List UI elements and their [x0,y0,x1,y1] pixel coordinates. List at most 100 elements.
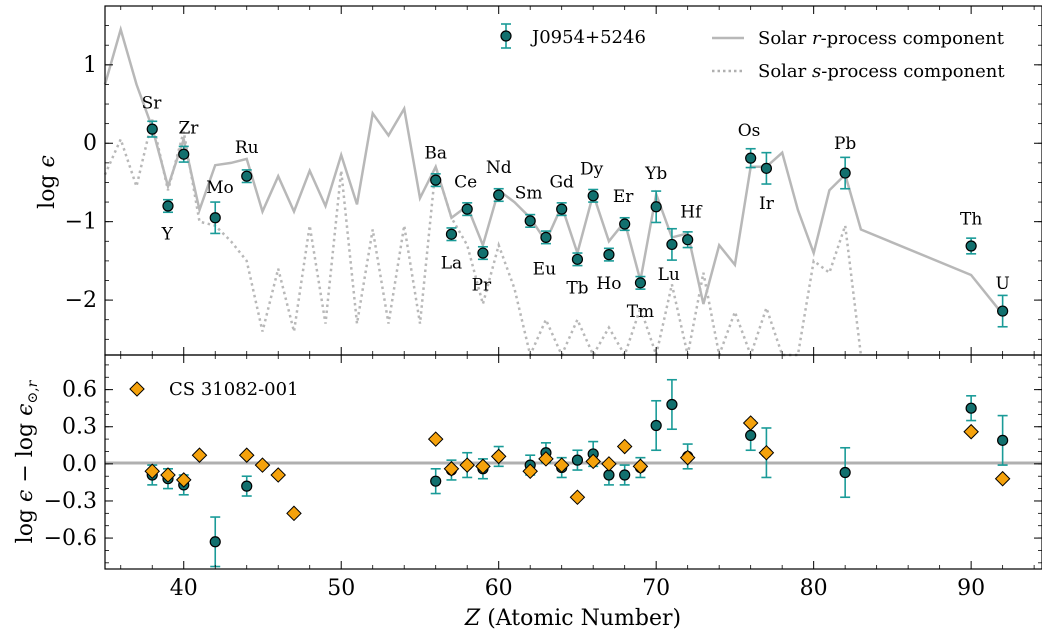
element-label-Lu: Lu [658,265,680,285]
cs31082-marker-z90 [963,423,979,440]
cs31082-marker-z67 [601,456,617,472]
residual-point-z71 [666,398,678,411]
legend-cs-marker [129,381,145,397]
element-label-Ru: Ru [235,138,259,158]
point-Yb [650,201,662,213]
point-Eu [540,231,552,243]
point-Gd [556,203,568,215]
bottom-ytick-label: −0.3 [44,489,97,514]
point-Hf [682,234,694,246]
point-Pb [839,167,851,179]
point-Sm [524,215,536,227]
residual-point-z92 [997,434,1009,446]
element-label-Ho: Ho [596,274,621,294]
cs31082-marker-z92 [994,470,1011,487]
cs31082-marker-z72 [679,449,696,466]
residual-point-z68 [619,469,631,481]
cs31082-marker-z40 [175,472,192,488]
cs31082-marker-z46 [270,467,287,483]
cs31082-marker-z57 [443,461,460,477]
cs31082-marker-z44 [238,447,255,463]
bottom-axes: −0.6 −0.3 0.0 0.3 0.6 40 50 60 70 80 90 [44,355,1042,601]
bottom-xtick-label: 80 [800,576,828,601]
element-label-Tm: Tm [627,302,654,322]
element-label-Dy: Dy [580,159,604,179]
top-y-axis-title: log ϵ [35,155,60,209]
point-Ir [760,162,773,174]
element-label-Th: Th [960,210,982,230]
element-label-Eu: Eu [533,260,556,280]
point-Mo [209,212,221,224]
point-Zr [178,148,190,160]
top-ytick-label: 1 [83,53,97,78]
element-label-Os: Os [738,121,761,141]
top-legend: J0954+5246 Solar r-process component Sol… [500,23,1005,82]
bottom-xtick-label: 60 [485,576,513,601]
element-label-Yb: Yb [644,164,667,184]
legend-cs-label: CS 31082-001 [169,379,299,400]
bottom-ytick-label: 0.3 [62,415,97,440]
cs31082-marker-z64 [553,457,570,473]
element-label-Nd: Nd [486,158,512,178]
bottom-xtick-label: 70 [642,576,670,601]
residual-point-z56 [430,475,442,487]
element-label-Ce: Ce [454,173,477,193]
element-label-Pb: Pb [834,134,856,154]
residual-point-z44 [241,480,253,492]
cs31082-marker-z59 [475,458,491,475]
point-Y [162,200,174,212]
element-label-Er: Er [613,187,634,207]
bottom-y-axis-title: log ϵ − log ϵ⊙,r [13,379,41,543]
top-ytick-label: −2 [65,288,97,313]
point-Nd [493,189,505,201]
cs31082-marker-z63 [538,451,554,467]
cs31082-marker-z41 [191,447,208,463]
cs31082-marker-z62 [522,463,538,480]
top-ytick-label: 0 [83,131,97,156]
bottom-xtick-label: 40 [170,576,198,601]
bottom-axes-frame [104,354,1042,570]
element-label-Y: Y [161,224,174,244]
residual-point-z90 [965,402,977,414]
bottom-legend: CS 31082-001 [129,379,299,400]
point-La [445,228,458,240]
element-label-Pr: Pr [472,275,492,295]
element-label-Hf: Hf [680,202,703,222]
cs31082-marker-z76 [742,415,759,431]
point-Tm [634,277,647,289]
cs31082-marker-z47 [286,505,302,522]
top-ytick-label: −1 [65,210,97,235]
point-Tb [571,253,584,265]
cs31082-marker-z56 [427,431,444,447]
point-Ru [241,170,253,182]
residual-point-z42 [209,536,221,548]
legend-star-marker [500,30,512,42]
element-label-Zr: Zr [178,119,199,139]
element-label-La: La [441,253,462,273]
point-Ba [430,174,442,186]
point-Er [619,218,631,230]
cs31082-marker-z66 [585,453,601,470]
cs31082-marker-z58 [459,457,475,473]
element-label-U: U [995,274,1009,294]
x-axis-title: Z (Atomic Number) [464,606,681,631]
point-Dy [587,190,599,202]
top-axes: −2 −1 0 1 [65,6,1042,355]
cs31082-marker-z60 [490,448,507,465]
bottom-ytick-label: −0.6 [44,526,97,551]
element-label-Sm: Sm [515,184,543,204]
element-label-Sr: Sr [142,93,163,113]
element-label-Ir: Ir [759,194,775,214]
cs31082-marker-z65 [569,489,586,506]
point-Os [745,152,757,164]
point-Pr [477,247,489,259]
bottom-data-points [144,378,1011,568]
legend-r-label: Solar r-process component [758,28,1005,49]
point-Th [965,240,977,252]
bottom-panel: CS 31082-001 −0.6 −0.3 0.0 0.3 0.6 40 50 60 70 80… [44,354,1042,601]
top-data-points [146,120,1009,328]
point-U [997,305,1009,317]
cs31082-marker-z39 [160,467,176,483]
